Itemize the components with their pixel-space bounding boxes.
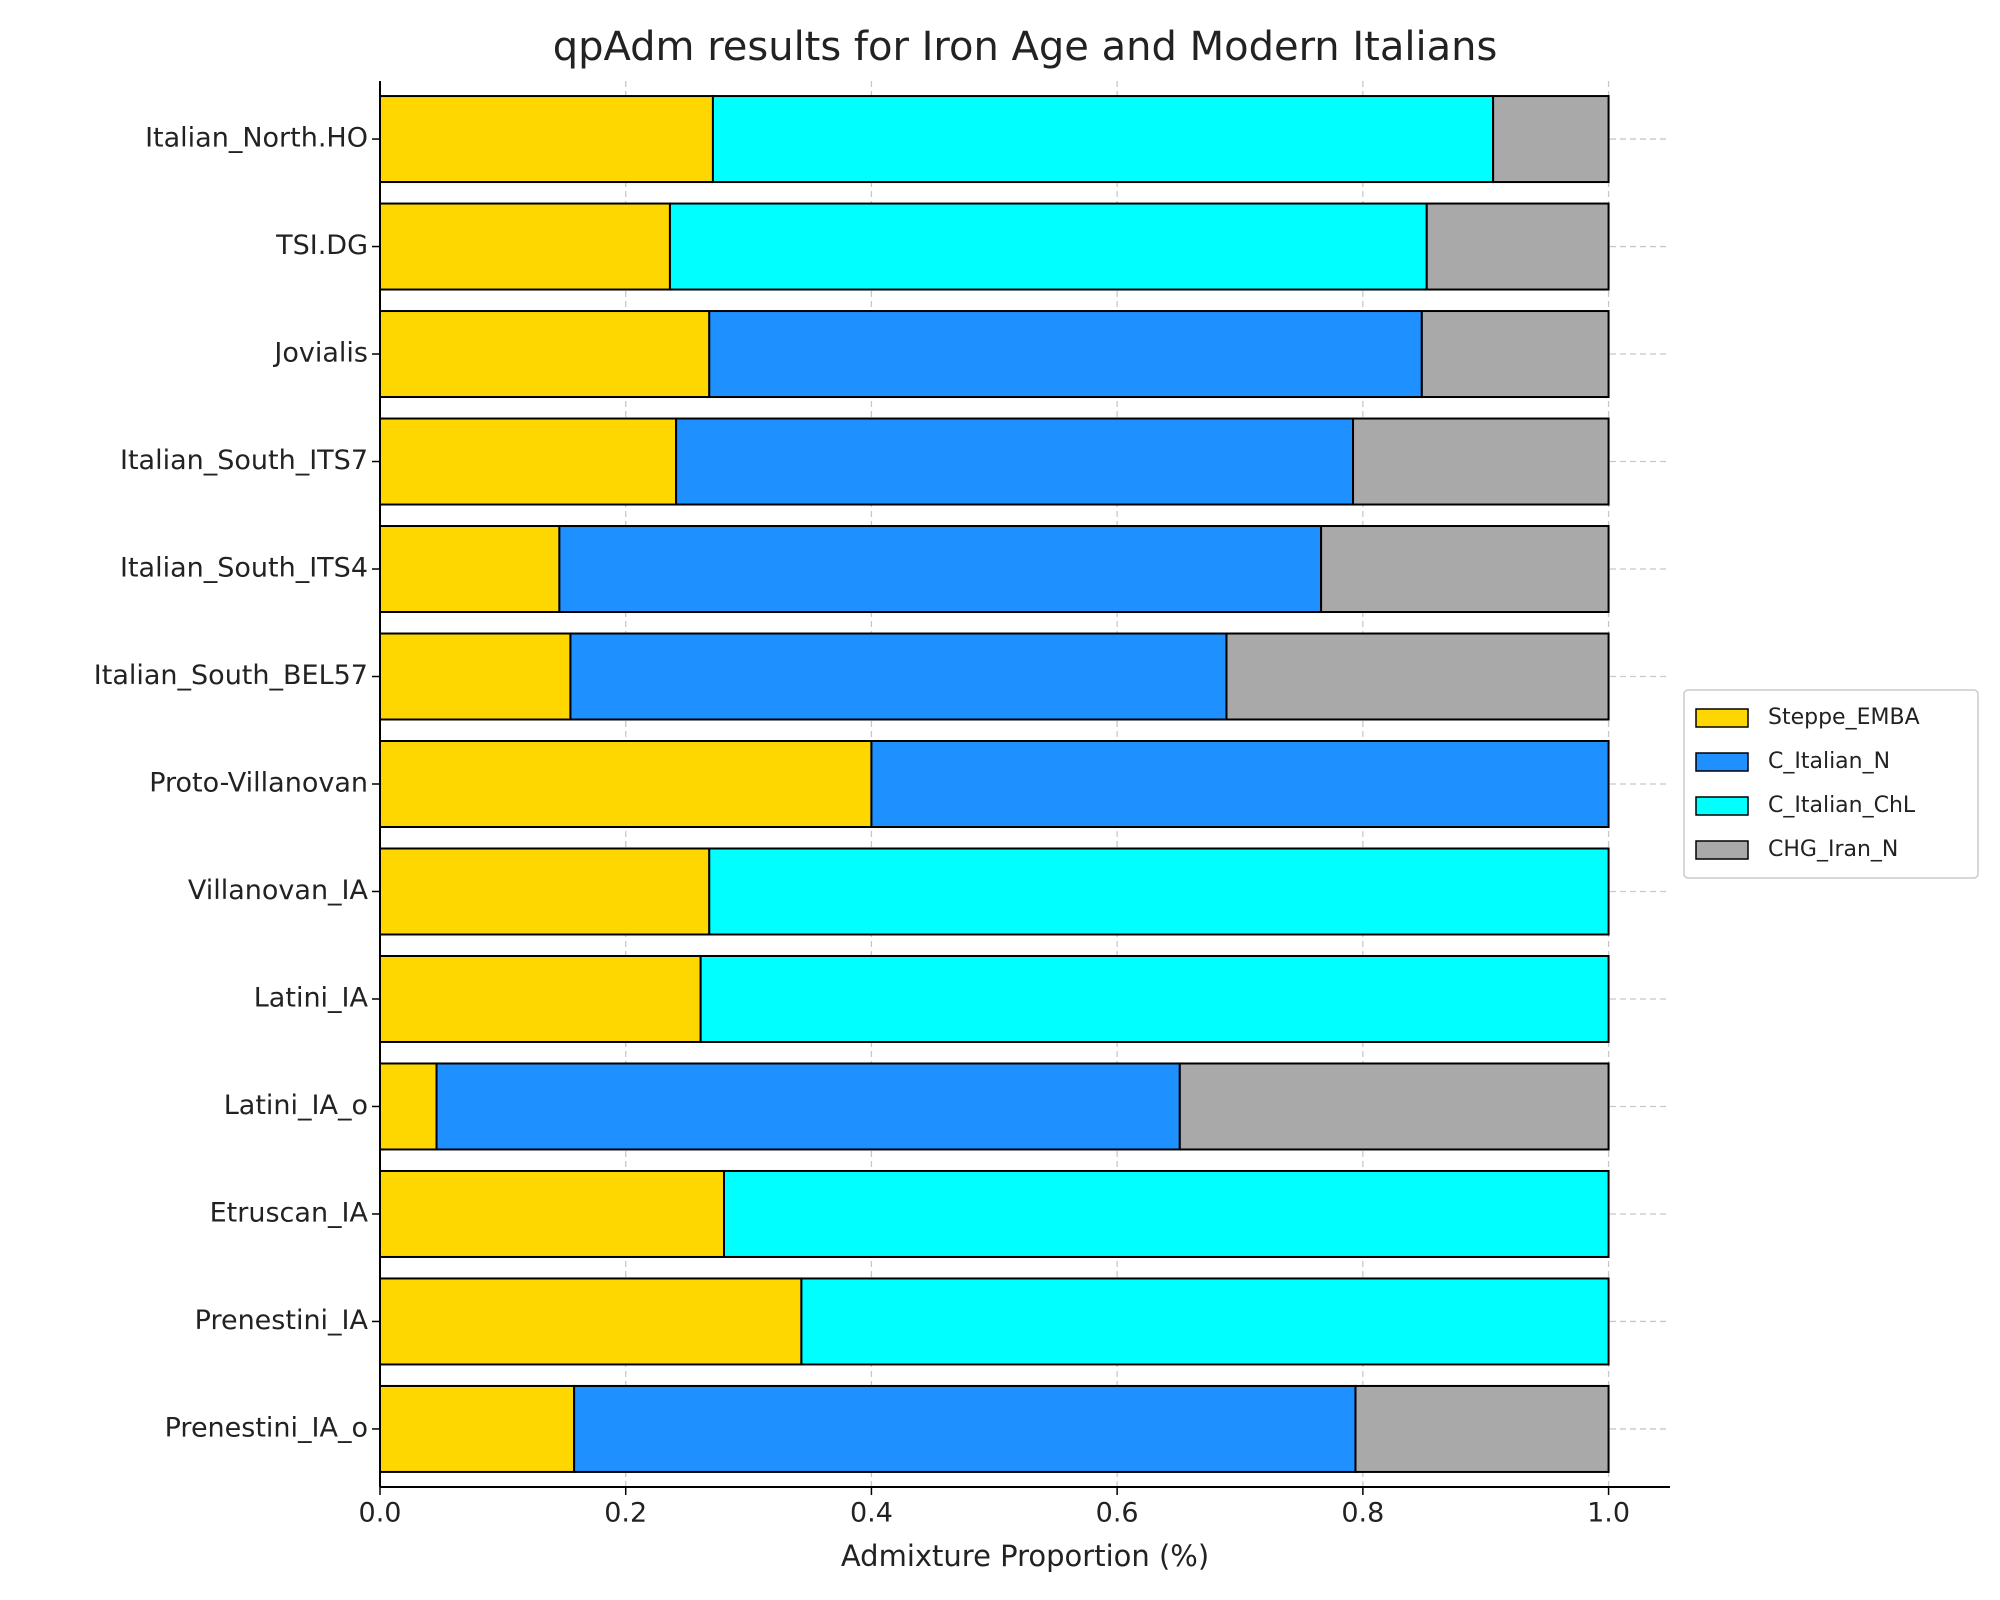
bar-segment xyxy=(379,95,714,184)
legend-label: CHG_Iran_N xyxy=(1768,837,1898,862)
bar-segment xyxy=(870,740,1610,828)
bar-segment xyxy=(1225,632,1610,721)
bar-segment xyxy=(708,847,1610,936)
bar-segment xyxy=(1320,525,1610,614)
bar-segment xyxy=(800,1277,1610,1366)
chart-title: qpAdm results for Iron Age and Modern It… xyxy=(553,24,1498,70)
bar-segment xyxy=(1178,1062,1610,1151)
bar-segment xyxy=(379,954,702,1043)
bar-segment xyxy=(379,740,873,828)
bar-segment xyxy=(379,525,561,614)
bar-segment xyxy=(1420,310,1610,399)
bar-segment xyxy=(558,525,1323,614)
bar-segment xyxy=(379,1277,803,1366)
bar-segment xyxy=(708,310,1423,399)
y-tick-label: Latini_IA_o xyxy=(224,1090,368,1121)
bar-segment xyxy=(668,202,1428,291)
bar-segment xyxy=(569,632,1228,721)
bar-segment xyxy=(379,1384,576,1473)
bar-segment xyxy=(379,310,711,399)
legend-swatch xyxy=(1695,796,1749,816)
bar-segment xyxy=(1354,1384,1610,1473)
bar-segment xyxy=(573,1384,1357,1473)
legend-swatch xyxy=(1695,752,1749,772)
bar-segment xyxy=(379,1169,725,1258)
bar-segment xyxy=(1352,417,1610,506)
y-tick-label: Proto-Villanovan xyxy=(149,768,368,799)
bar-segment xyxy=(379,847,711,936)
x-tick-label: 1.0 xyxy=(1587,1498,1630,1529)
bar-segment xyxy=(711,95,1495,184)
y-tick-label: Jovialis xyxy=(272,338,368,369)
bar-segment xyxy=(379,632,572,721)
y-tick-label: Prenestini_IA xyxy=(195,1305,369,1336)
legend-swatch xyxy=(1695,708,1749,728)
y-tick-label: Italian_South_ITS4 xyxy=(120,553,368,584)
y-tick-label: TSI.DG xyxy=(275,230,368,261)
y-tick-label: Villanovan_IA xyxy=(188,875,369,906)
legend-label: C_Italian_N xyxy=(1768,749,1890,774)
bar-segment xyxy=(675,417,1355,506)
bar-segment xyxy=(379,1062,438,1151)
y-tick-label: Italian_South_ITS7 xyxy=(120,445,368,476)
bar-segment xyxy=(435,1062,1181,1151)
legend-label: C_Italian_ChL xyxy=(1768,793,1916,818)
bar-segment xyxy=(1492,95,1610,184)
legend-label: Steppe_EMBA xyxy=(1768,705,1920,730)
bar-segment xyxy=(379,202,671,291)
legend-box xyxy=(1683,689,1979,879)
x-tick-label: 0.0 xyxy=(359,1498,402,1529)
y-tick-label: Italian_South_BEL57 xyxy=(94,660,368,691)
bar-segment xyxy=(699,954,1610,1043)
legend-swatch xyxy=(1695,840,1749,860)
x-tick-label: 0.8 xyxy=(1341,1498,1384,1529)
bar-segment xyxy=(379,417,678,506)
x-tick-label: 0.4 xyxy=(850,1498,893,1529)
y-tick-label: Etruscan_IA xyxy=(210,1197,369,1228)
x-tick-label: 0.2 xyxy=(604,1498,647,1529)
bar-segment xyxy=(723,1169,1610,1258)
x-axis-label: Admixture Proportion (%) xyxy=(841,1539,1209,1573)
y-tick-label: Prenestini_IA_o xyxy=(165,1412,368,1443)
bar-segment xyxy=(1425,202,1610,291)
y-tick-label: Italian_North.HO xyxy=(145,123,368,154)
x-tick-label: 0.6 xyxy=(1096,1498,1139,1529)
y-tick-label: Latini_IA xyxy=(254,982,369,1013)
